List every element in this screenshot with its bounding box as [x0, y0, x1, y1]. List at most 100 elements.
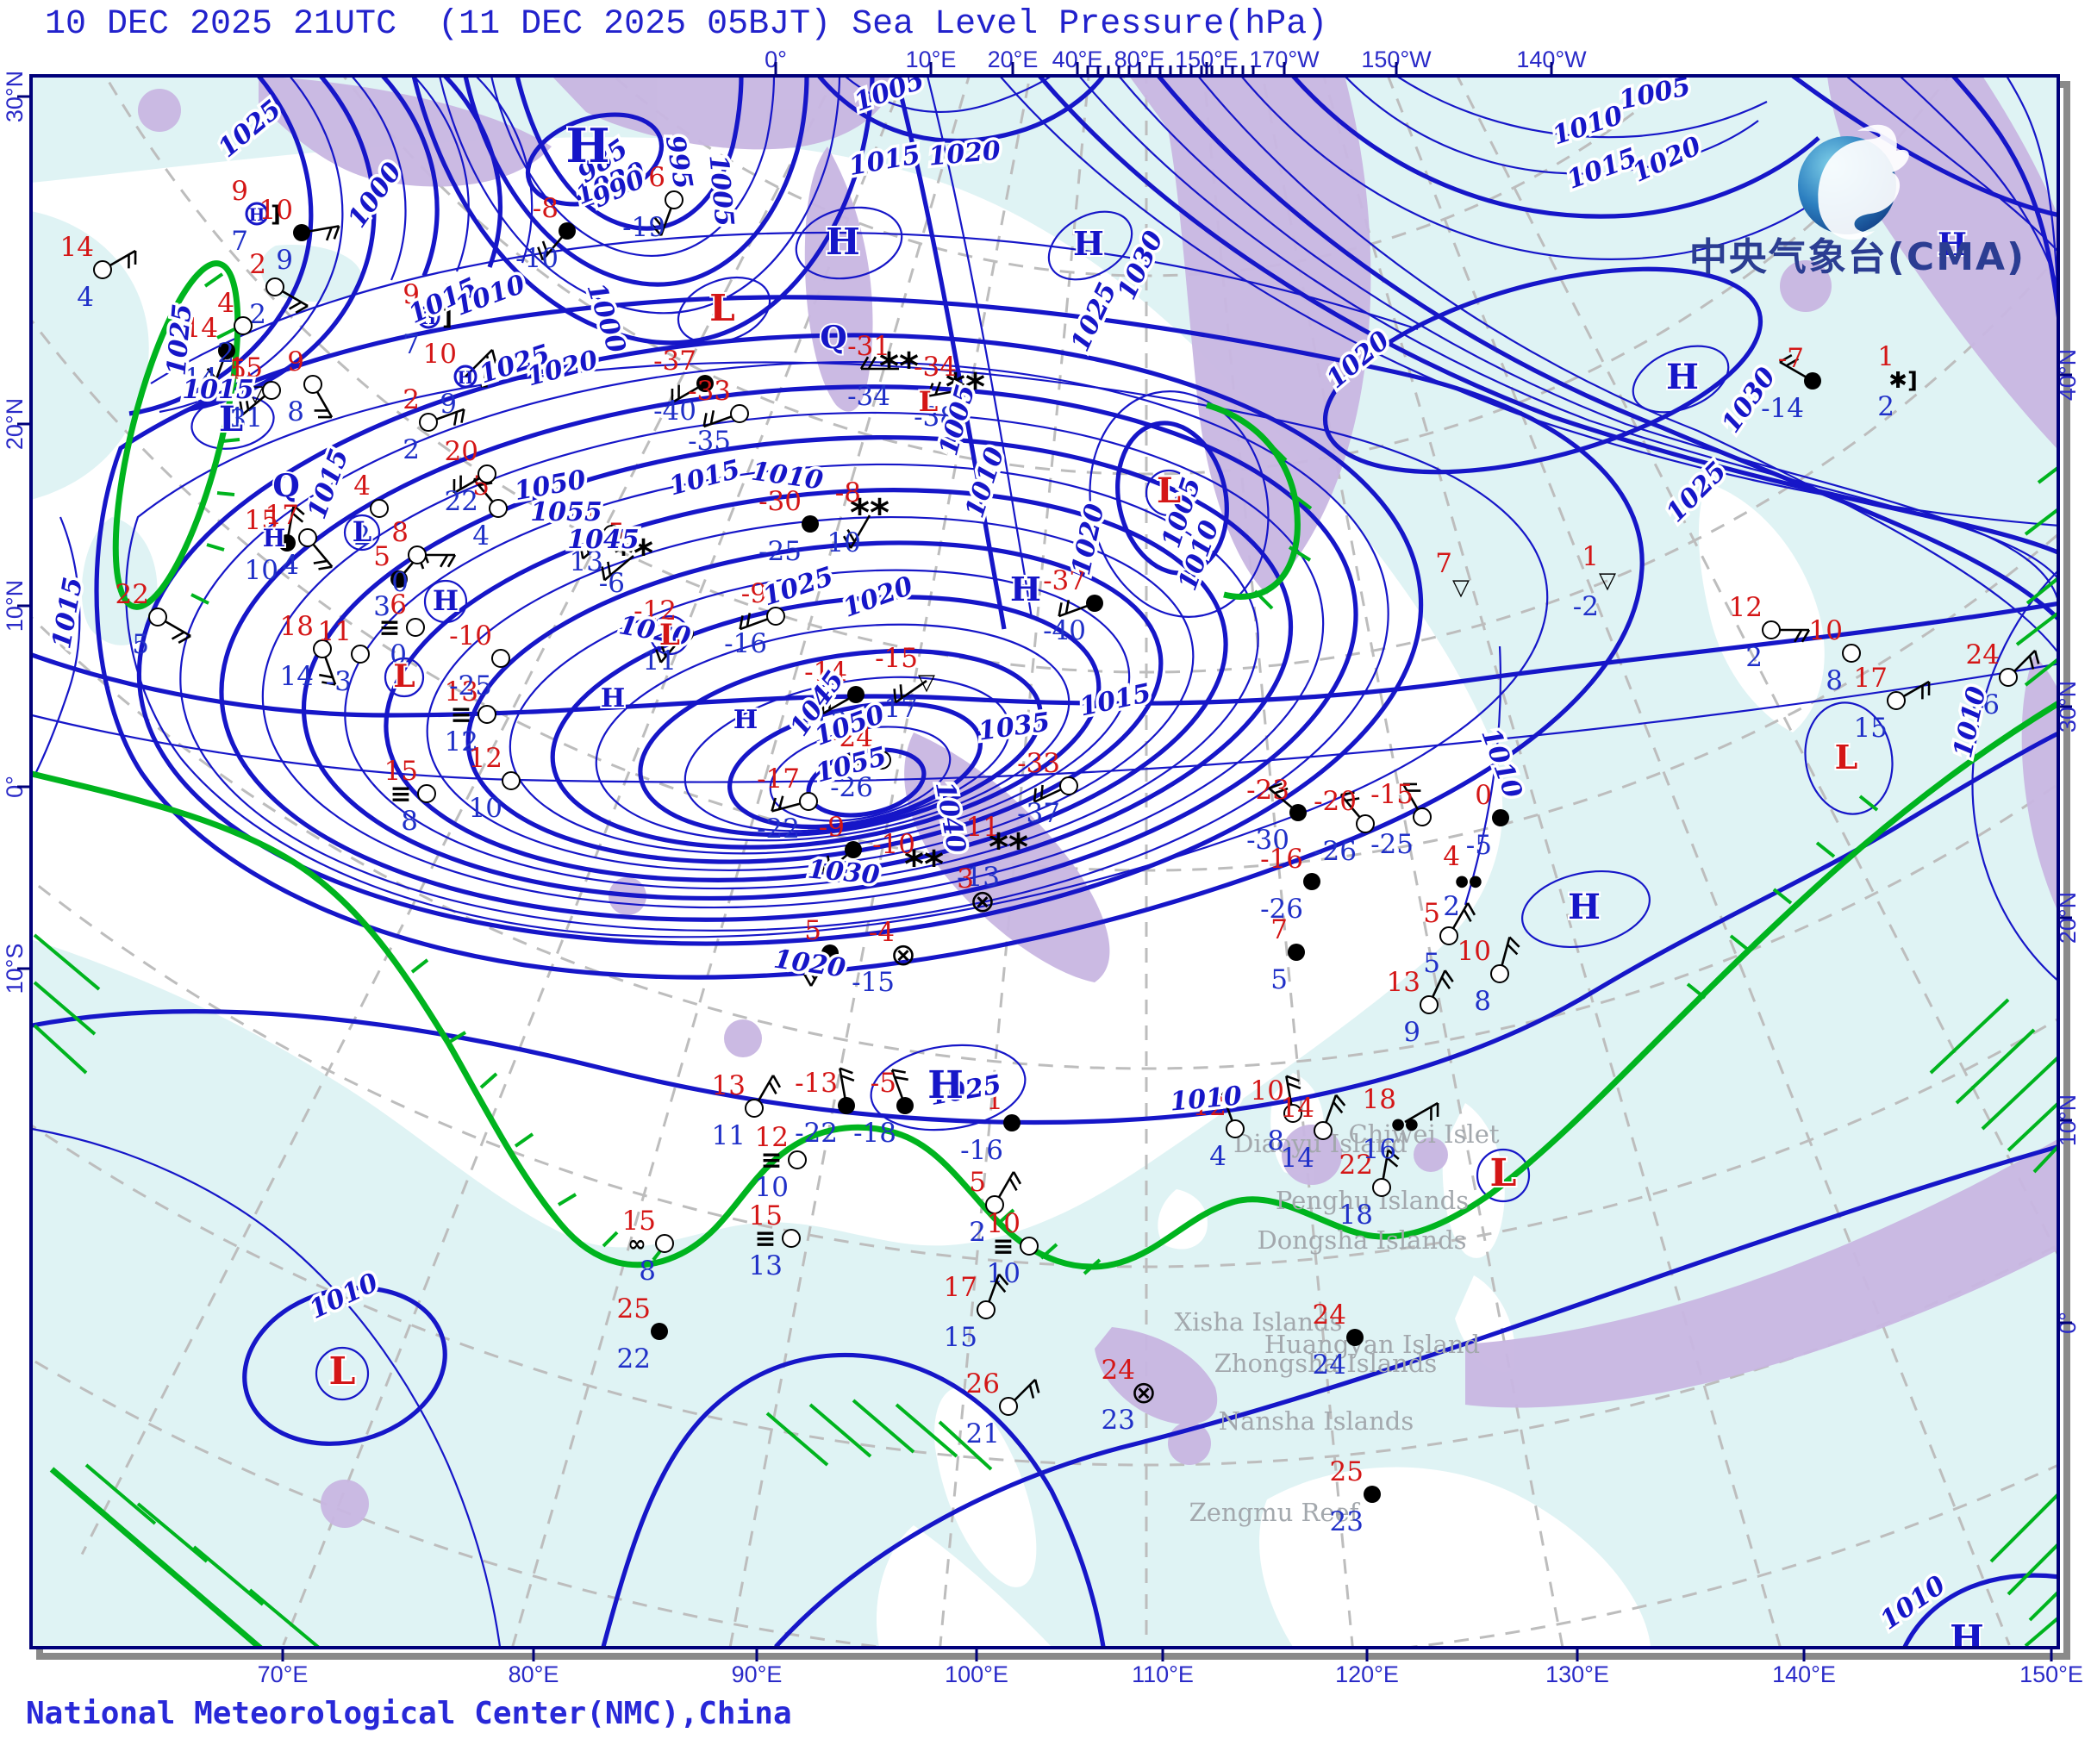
temperature-value: -16 — [1260, 844, 1303, 875]
wind-barb-feather — [1058, 602, 1063, 617]
wind-barb-feather — [245, 396, 250, 410]
station-plot: 5 — [802, 915, 839, 987]
wind-barb-feather — [996, 1281, 1007, 1293]
temperature-value: 18 — [1363, 1084, 1396, 1115]
isobar-ring — [1145, 469, 1193, 517]
dewpoint-value: -10 — [515, 243, 559, 274]
front-hatch-tick — [2015, 610, 2058, 646]
low-center-marker: L — [1490, 1151, 1517, 1195]
dewpoint-value: 10 — [469, 793, 502, 824]
station-dot-icon — [696, 375, 714, 392]
isobar-ring — [550, 595, 1102, 850]
temperature-value: 13 — [712, 1070, 746, 1101]
wind-barb-feather — [777, 795, 784, 810]
temperature-value: 12 — [469, 743, 502, 774]
wind-barb-feather — [1033, 788, 1037, 802]
pressure-anomaly-shading — [1780, 260, 1832, 312]
pressure-anomaly-shading — [259, 76, 552, 187]
dewpoint-value: -16 — [960, 1135, 1003, 1166]
wind-barb-feather — [899, 684, 903, 699]
temperature-value: 1 — [986, 1085, 1003, 1116]
isobar-ring — [525, 112, 665, 207]
isobar-ring — [384, 657, 425, 698]
station-dot-icon — [896, 1097, 914, 1114]
temperature-value: 14 — [184, 313, 218, 344]
station-circle-icon — [1490, 964, 1509, 983]
dewpoint-value: 10 — [755, 1172, 789, 1203]
temperature-value: -30 — [758, 486, 802, 517]
wind-barb-feather — [585, 539, 590, 554]
wind-barb-feather — [771, 797, 777, 812]
isobar — [94, 295, 1645, 980]
dewpoint-value: 9 — [276, 245, 293, 276]
station-plot: -33 -37 — [1017, 748, 1078, 829]
wind-barb — [465, 348, 494, 377]
station-plot: -23 -30 — [1246, 775, 1307, 856]
temperature-value: 10 — [423, 339, 457, 370]
station-dot-icon — [1492, 809, 1509, 826]
front-hatch-tick — [136, 1502, 209, 1563]
axis-label-bottom: 150°E — [2019, 1661, 2083, 1687]
temperature-value: 15 — [749, 1200, 783, 1231]
pressure-anomaly-shading — [138, 89, 181, 132]
station-circle-icon — [313, 639, 332, 658]
station-plot: ≡13 12 — [445, 676, 496, 757]
low-center-marker: L — [919, 385, 939, 418]
station-plot: ≡15 13 — [749, 1200, 801, 1281]
dewpoint-value: 14 — [184, 363, 218, 394]
station-circle-icon — [408, 545, 427, 564]
dewpoint-value: 8 — [401, 806, 418, 837]
temperature-value: 9 — [403, 279, 420, 310]
dewpoint-value: -22 — [795, 1118, 838, 1149]
station-plot: -9 — [819, 812, 862, 876]
temperature-value: 25 — [1330, 1456, 1364, 1487]
temperature-value: 25 — [617, 1293, 651, 1325]
temperature-value: 15 — [229, 352, 263, 383]
temperature-value: 17 — [265, 500, 299, 531]
dewpoint-value: -40 — [653, 396, 696, 427]
wind-barb-feather — [325, 227, 333, 241]
axis-label-bottom: 90°E — [732, 1661, 783, 1687]
dewpoint-value: 7 — [231, 226, 248, 257]
dewpoint-value: 13 — [749, 1250, 783, 1281]
temperature-value: -34 — [914, 352, 957, 383]
front-hatch-tick — [938, 1420, 993, 1471]
island-label: Dongsha Islands — [1257, 1225, 1466, 1255]
temperature-value: 11 — [318, 616, 352, 647]
wind-barb-feather — [439, 554, 449, 568]
station-dot-icon — [651, 1323, 668, 1340]
temperature-value: 5 — [1423, 898, 1440, 929]
front-hatch-tick — [216, 327, 235, 340]
dewpoint-value: 2 — [249, 299, 266, 330]
high-center-marker: H — [1938, 227, 1967, 263]
dewpoint-value: -18 — [853, 1118, 896, 1149]
isobar — [1902, 1573, 2058, 1648]
front-line — [49, 1467, 265, 1648]
temperature-value: 10 — [987, 1208, 1021, 1239]
wind-barb-feather — [318, 565, 333, 570]
dewpoint-value: 4 — [1209, 1141, 1227, 1172]
station-plot: 13 9 — [1387, 967, 1454, 1048]
isobar-ring — [1322, 266, 1763, 475]
station-circle-icon — [766, 607, 785, 626]
wind-barb-feather — [709, 410, 715, 425]
dewpoint-value: 2 — [1877, 391, 1894, 422]
isobar-ring — [301, 434, 1294, 901]
wind-barb-feather — [2033, 650, 2040, 664]
dewpoint-value: 13 — [570, 546, 603, 577]
isobar — [463, 76, 809, 287]
dewpoint-value: 4 — [472, 520, 490, 552]
front-hatch-tick — [602, 1231, 619, 1248]
isobar-ring — [595, 623, 1070, 842]
station-plot: ≡6 0 — [378, 589, 425, 670]
station-plot: 22 18 — [1339, 1149, 1400, 1231]
wind-barb-feather — [1268, 782, 1283, 789]
axis-label-bottom: 80°E — [509, 1661, 559, 1687]
station-h-glyph: H — [458, 367, 474, 388]
dewpoint-value: 2 — [217, 338, 234, 369]
dewpoint-value: 15 — [1854, 713, 1888, 744]
temperature-value: 26 — [966, 1368, 1000, 1399]
isobar — [381, 76, 440, 277]
